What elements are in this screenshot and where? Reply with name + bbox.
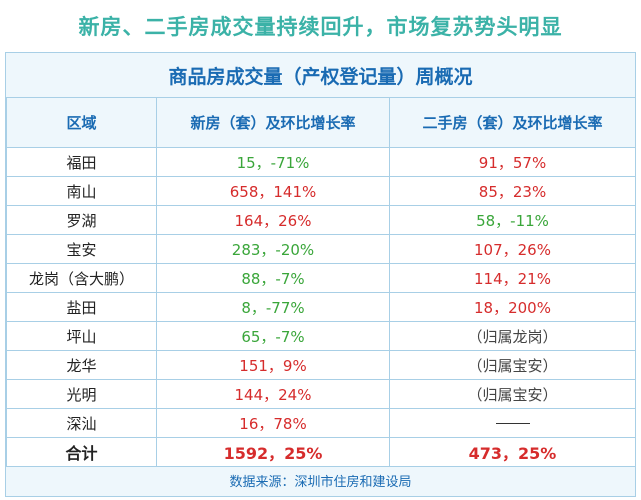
new-house-cell: 144，24% (156, 379, 390, 409)
table-row: 盐田 8，-77% 18，200% (6, 292, 636, 322)
second-hand-cell: 18，200% (389, 292, 636, 322)
region-cell: 宝安 (6, 234, 157, 264)
second-hand-cell: （归属宝安） (389, 379, 636, 409)
second-hand-cell: 107，26% (389, 234, 636, 264)
transaction-table: 区域 新房（套）及环比增长率 二手房（套）及环比增长率 福田 15，-71% 9… (6, 97, 636, 467)
table-row: 龙华 151，9% （归属宝安） (6, 350, 636, 380)
second-hand-cell: 114，21% (389, 263, 636, 293)
new-house-cell: 8，-77% (156, 292, 390, 322)
total-second-hand: 473，25% (389, 437, 636, 467)
second-hand-cell: （归属龙岗） (389, 321, 636, 351)
table-title: 商品房成交量（产权登记量）周概况 (168, 65, 473, 88)
total-label: 合计 (6, 437, 157, 467)
dash-placeholder (495, 423, 530, 424)
region-cell: 光明 (6, 379, 157, 409)
region-cell: 罗湖 (6, 205, 157, 235)
second-hand-cell: 58，-11% (389, 205, 636, 235)
table-row: 龙岗（含大鹏） 88，-7% 114，21% (6, 263, 636, 293)
region-cell: 南山 (6, 176, 157, 206)
table-row: 宝安 283，-20% 107，26% (6, 234, 636, 264)
table-row: 深汕 16，78% (6, 408, 636, 438)
region-cell: 深汕 (6, 408, 157, 438)
second-hand-cell: （归属宝安） (389, 350, 636, 380)
table-row: 坪山 65，-7% （归属龙岗） (6, 321, 636, 351)
new-house-cell: 65，-7% (156, 321, 390, 351)
total-row: 合计 1592，25% 473，25% (6, 437, 636, 467)
table-row: 南山 658，141% 85，23% (6, 176, 636, 206)
table-row: 光明 144，24% （归属宝安） (6, 379, 636, 409)
new-house-cell: 16，78% (156, 408, 390, 438)
headline: 新房、二手房成交量持续回升，市场复苏势头明显 (78, 15, 563, 39)
header-second-hand: 二手房（套）及环比增长率 (389, 97, 636, 148)
header-row: 区域 新房（套）及环比增长率 二手房（套）及环比增长率 (6, 97, 636, 148)
region-cell: 福田 (6, 147, 157, 177)
new-house-cell: 88，-7% (156, 263, 390, 293)
table-row: 福田 15，-71% 91，57% (6, 147, 636, 177)
header-region: 区域 (6, 97, 157, 148)
table-panel: 商品房成交量（产权登记量）周概况 区域 新房（套）及环比增长率 二手房（套）及环… (5, 52, 636, 497)
total-new-house: 1592，25% (156, 437, 390, 467)
second-hand-cell: 85，23% (389, 176, 636, 206)
new-house-cell: 151，9% (156, 350, 390, 380)
data-source: 数据来源：深圳市住房和建设局 (6, 467, 635, 494)
new-house-cell: 658，141% (156, 176, 390, 206)
region-cell: 盐田 (6, 292, 157, 322)
second-hand-cell (389, 408, 636, 438)
new-house-cell: 283，-20% (156, 234, 390, 264)
new-house-cell: 15，-71% (156, 147, 390, 177)
region-cell: 龙华 (6, 350, 157, 380)
table-row: 罗湖 164，26% 58，-11% (6, 205, 636, 235)
new-house-cell: 164，26% (156, 205, 390, 235)
region-cell: 坪山 (6, 321, 157, 351)
region-cell: 龙岗（含大鹏） (6, 263, 157, 293)
second-hand-cell: 91，57% (389, 147, 636, 177)
header-new-house: 新房（套）及环比增长率 (156, 97, 390, 148)
